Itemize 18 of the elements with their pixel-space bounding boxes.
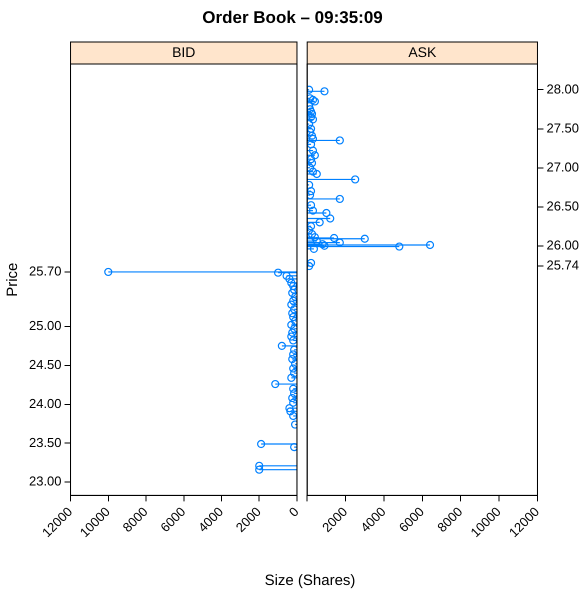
x-tick-label: 0 bbox=[286, 504, 302, 520]
y-axis-title: Price bbox=[4, 262, 22, 297]
chart-title: Order Book – 09:35:09 bbox=[201, 8, 384, 28]
y-tick-label: 25.70 bbox=[28, 263, 62, 278]
y-tick-label: 23.00 bbox=[28, 474, 62, 489]
x-axis-title: Size (Shares) bbox=[264, 572, 356, 589]
y-tick-label: 24.00 bbox=[28, 396, 62, 411]
y-tick-label: 27.00 bbox=[546, 159, 580, 174]
chart-subtitle: BID bbox=[172, 44, 196, 60]
y-tick-label: 26.00 bbox=[546, 237, 580, 252]
y-tick-label: 24.50 bbox=[28, 356, 62, 372]
y-tick-label: 23.50 bbox=[28, 434, 62, 450]
y-tick-label: 26.50 bbox=[546, 198, 580, 214]
y-tick-label: 25.00 bbox=[28, 318, 62, 334]
y-tick-label: 28.00 bbox=[546, 81, 580, 96]
y-tick-label: 25.74 bbox=[546, 258, 580, 273]
y-tick-label: 27.50 bbox=[546, 120, 580, 136]
chart-subtitle: ASK bbox=[408, 44, 437, 60]
